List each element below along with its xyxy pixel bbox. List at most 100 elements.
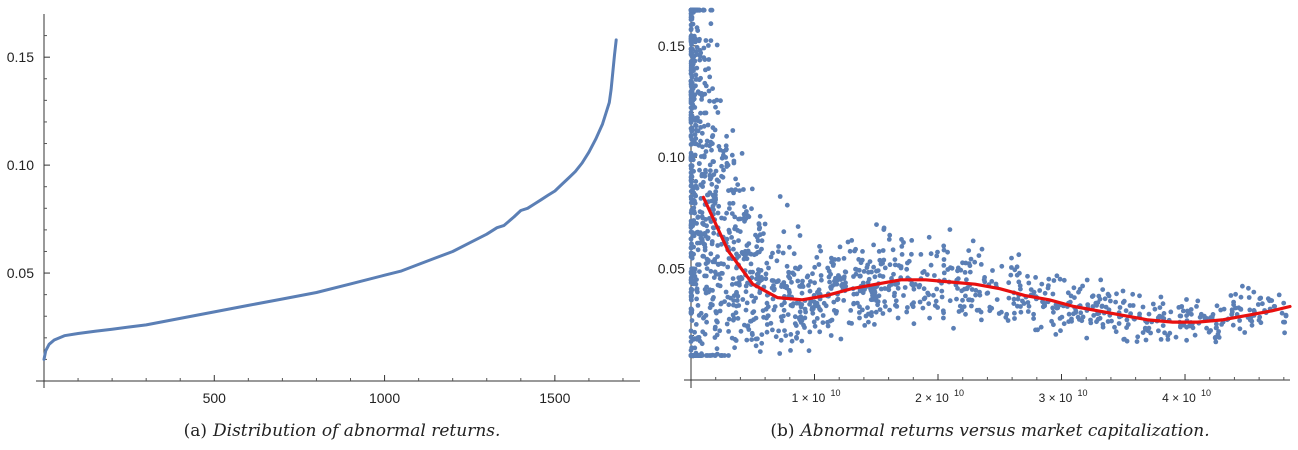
- scatter-point: [1157, 305, 1163, 310]
- scatter-point: [774, 258, 780, 264]
- scatter-point: [707, 305, 713, 311]
- scatter-point: [793, 265, 798, 271]
- scatter-point: [1008, 272, 1014, 278]
- scatter-point: [690, 61, 696, 67]
- scatter-point: [1237, 326, 1243, 332]
- scatter-point: [745, 248, 751, 254]
- scatter-point: [800, 278, 805, 284]
- scatter-point: [886, 237, 892, 242]
- scatter-point: [1165, 337, 1171, 342]
- y-tick-label: 0.10: [658, 149, 685, 165]
- scatter-point: [1124, 325, 1129, 330]
- scatter-point: [1116, 321, 1122, 326]
- scatter-point: [721, 167, 726, 173]
- scatter-point: [887, 232, 893, 238]
- scatter-point: [746, 241, 752, 247]
- scatter-point: [1249, 322, 1255, 328]
- scatter-point: [1282, 330, 1287, 336]
- scatter-point: [1230, 322, 1236, 328]
- scatter-point: [688, 194, 694, 200]
- scatter-point: [713, 168, 719, 174]
- scatter-point: [695, 128, 701, 134]
- scatter-point: [1194, 304, 1199, 309]
- scatter-point: [921, 286, 927, 292]
- scatter-point: [743, 307, 749, 313]
- caption-b: (b) Abnormal returns versus market capita…: [770, 421, 1209, 441]
- scatter-point: [1025, 300, 1031, 305]
- scatter-point: [780, 250, 786, 256]
- scatter-point: [1212, 335, 1218, 340]
- scatter-point: [688, 150, 694, 156]
- scatter-point: [694, 65, 700, 71]
- scatter-point: [759, 238, 765, 244]
- scatter-point: [708, 38, 714, 43]
- scatter-point: [759, 277, 765, 283]
- scatter-point: [787, 290, 792, 295]
- scatter-point: [749, 206, 754, 212]
- scatter-point: [797, 233, 803, 238]
- scatter-point: [880, 248, 886, 253]
- scatter-point: [776, 244, 781, 249]
- scatter-point: [688, 34, 694, 40]
- scatter-point: [766, 265, 771, 271]
- scatter-point: [693, 322, 699, 327]
- scatter-point: [1121, 298, 1127, 304]
- scatter-point: [1078, 310, 1084, 316]
- scatter-point: [1018, 286, 1023, 292]
- scatter-point: [715, 254, 720, 259]
- scatter-point: [887, 307, 892, 313]
- scatter-point: [880, 274, 886, 279]
- scatter-point: [749, 293, 755, 299]
- scatter-point: [719, 173, 724, 179]
- scatter-point: [1201, 313, 1207, 319]
- scatter-point: [784, 263, 790, 269]
- scatter-point: [704, 142, 709, 148]
- scatter-point: [1204, 325, 1209, 331]
- scatter-point: [1160, 301, 1166, 307]
- scatter-point: [733, 310, 739, 316]
- scatter-point: [1210, 312, 1216, 317]
- scatter-point: [828, 284, 833, 290]
- scatter-point: [757, 349, 763, 354]
- scatter-point: [1162, 330, 1167, 336]
- scatter-point: [1069, 318, 1074, 324]
- scatter-point: [978, 309, 984, 315]
- scatter-point: [799, 338, 805, 344]
- scatter-point: [799, 290, 805, 296]
- scatter-point: [1180, 308, 1186, 314]
- scatter-point: [724, 210, 729, 216]
- scatter-point: [693, 77, 699, 82]
- scatter-point: [1084, 335, 1090, 341]
- scatter-point: [704, 223, 709, 229]
- scatter-point: [744, 300, 750, 306]
- scatter-point: [705, 235, 711, 241]
- scatter-point: [735, 182, 741, 188]
- scatter-point: [1283, 313, 1289, 319]
- scatter-point: [729, 152, 735, 158]
- scatter-point: [797, 264, 803, 270]
- scatter-point: [976, 253, 982, 258]
- scatter-point: [841, 256, 847, 261]
- scatter-point: [723, 155, 729, 160]
- y-ticks-a: 0.05 0.10 0.15: [7, 35, 50, 360]
- x-tick-label: 3 × 10: [1039, 391, 1073, 405]
- scatter-point: [1238, 307, 1244, 312]
- scatter-point: [702, 287, 708, 292]
- scatter-point: [892, 290, 897, 296]
- scatter-point: [961, 304, 967, 309]
- scatter-point: [1100, 287, 1106, 292]
- scatter-point: [833, 278, 839, 284]
- scatter-point: [710, 225, 716, 231]
- scatter-point: [753, 343, 759, 349]
- scatter-point: [1108, 298, 1113, 304]
- scatter-point: [709, 147, 714, 153]
- scatter-point: [829, 259, 834, 265]
- scatter-point: [1097, 296, 1103, 302]
- scatter-point: [1240, 283, 1245, 289]
- scatter-point: [736, 280, 742, 286]
- scatter-point: [1089, 294, 1095, 299]
- scatter-point: [1051, 322, 1056, 328]
- scatter-point: [693, 136, 699, 142]
- scatter-point: [1021, 301, 1027, 306]
- scatter-point: [700, 221, 706, 227]
